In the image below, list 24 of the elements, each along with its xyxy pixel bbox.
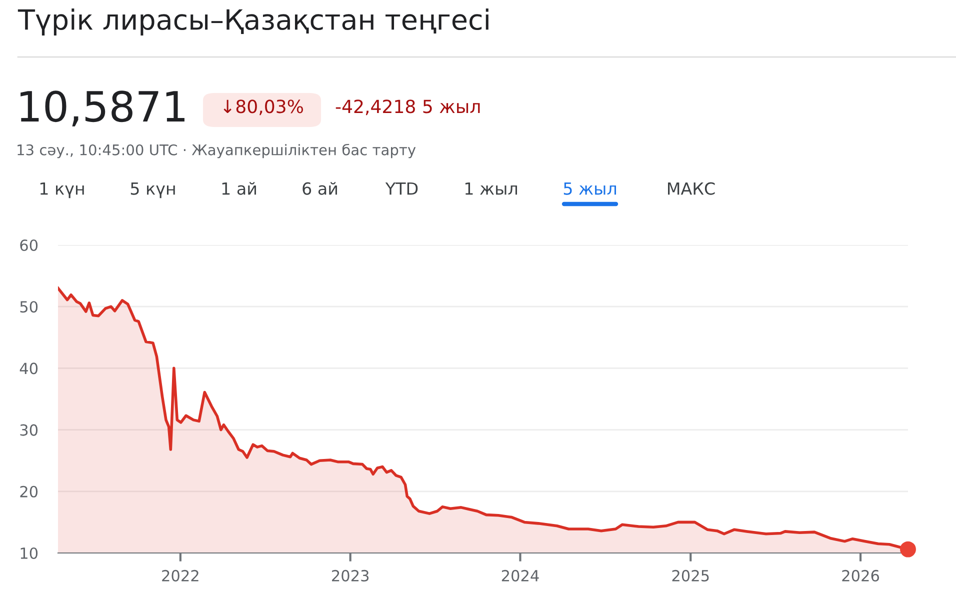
x-tick-label: 2022 [162,570,198,582]
text: ↓80,03% [224,100,303,116]
text: МАКС [668,182,715,195]
text: 6 ай [302,182,337,195]
chart-subtitle: 10,5871 [20,90,184,126]
text: 1 жыл [465,182,517,195]
text: 1 ай [222,182,256,195]
x-tick-label: 2025 [672,570,709,582]
y-tick-label: 50 [20,301,38,313]
x-tick-label: 2023 [332,570,369,582]
y-tick-label: 40 [20,362,38,374]
text: 1 күн [40,182,84,198]
y-tick-label: 60 [20,239,38,252]
y-tick-label: 30 [20,424,38,436]
text: 13 сәу., 10:45:00 UTC · Жауапкершіліктен бас тарту [18,144,416,158]
x-tick-label: 2024 [502,570,539,582]
chart-title: Түрік лирасы–Қазақстан теңгесі [18,8,488,36]
x-tick-label: 2026 [842,570,879,582]
text: YTD [385,182,418,195]
y-tick-label: 10 [20,547,38,560]
y-tick-label: 20 [20,486,38,498]
text: 5 күн [130,182,175,198]
text: -42,4218 5 жыл [336,100,480,116]
text: 5 жыл [564,182,616,195]
